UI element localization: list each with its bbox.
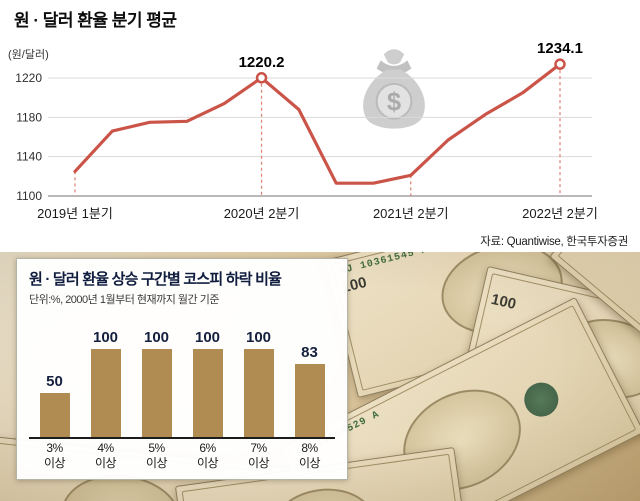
money-bag-icon: $ — [352, 42, 436, 136]
bill-treasury-seal — [518, 376, 564, 423]
bar-chart-subtitle: 단위:%, 2000년 1월부터 현재까지 월간 기준 — [29, 294, 219, 306]
bar-category-label: 6% 이상 — [196, 441, 219, 470]
bar-value-label: 100 — [143, 329, 170, 346]
data-point-value-label: 1234.1 — [537, 40, 583, 57]
x-axis-label: 2019년 1분기 — [37, 206, 113, 221]
y-tick-label: 1220 — [15, 71, 42, 85]
exchange-rate-line-chart: 1100 1140 1180 1220 (원/달러) 2019년 1분기 2020년 2분기… — [8, 40, 598, 221]
bill-serial-number: HJ 10361545 A — [338, 252, 430, 278]
bar-category-label: 3% 이상 — [43, 441, 66, 470]
dollar-sign-icon: $ — [387, 88, 401, 116]
bar-value-label: 100 — [92, 329, 119, 346]
x-axis-label: 2020년 2분기 — [224, 206, 300, 221]
bill-portrait-oval — [265, 482, 381, 501]
data-point-value-label: 1220.2 — [239, 54, 285, 71]
line-chart-title: 원 · 달러 환율 분기 평균 — [14, 11, 177, 30]
bar-category-label: 8% 이상 — [298, 441, 321, 470]
data-point-marker — [255, 72, 268, 84]
y-tick-label: 1100 — [16, 189, 42, 203]
bar-category-label: 7% 이상 — [247, 441, 270, 470]
y-tick-label: 1140 — [16, 150, 42, 164]
x-axis-label: 2022년 2분기 — [522, 206, 598, 221]
bar-category-labels: 3% 이상 4% 이상 5% 이상 6% 이상 7% 이상 8% 이상 — [29, 441, 335, 471]
bar-category-label: 4% 이상 — [94, 441, 117, 470]
bar-column: 83 — [289, 344, 331, 437]
source-credit: 자료: Quantiwise, 한국투자증권 — [480, 236, 628, 248]
bar-column: 100 — [238, 329, 280, 437]
kospi-decline-bars: 50 100 100 100 100 83 — [29, 315, 335, 439]
money-bag-graphic: $ — [363, 49, 425, 129]
bill-denomination: 100 — [0, 458, 1, 478]
bar-column: 100 — [187, 329, 229, 437]
x-axis-label: 2021년 2분기 — [373, 206, 449, 221]
y-tick-label: 1180 — [16, 110, 42, 124]
bar — [90, 349, 121, 437]
bar — [141, 349, 172, 437]
bar-chart-card: 원 · 달러 환율 상승 구간별 코스피 하락 비율 단위:%, 2000년 1… — [16, 258, 348, 480]
bar-column: 100 — [136, 329, 178, 437]
data-point-marker — [554, 58, 566, 70]
bar-category-label: 5% 이상 — [145, 441, 168, 470]
bar — [39, 393, 70, 437]
bar — [294, 363, 325, 437]
exchange-rate-series-line — [73, 62, 562, 185]
bar-chart-title: 원 · 달러 환율 상승 구간별 코스피 하락 비율 — [29, 271, 282, 288]
y-axis-unit-label: (원/달러) — [8, 48, 49, 61]
bar — [243, 349, 274, 437]
bar-value-label: 100 — [194, 329, 221, 346]
dollar-bills-background: HJ 10361545 A 100 100 THE UNITED D 100 H… — [0, 252, 640, 501]
bar-value-label: 100 — [245, 329, 272, 346]
bar-value-label: 50 — [46, 373, 63, 390]
bar — [192, 349, 223, 437]
bar-column: 50 — [34, 373, 76, 437]
bar-column: 100 — [85, 329, 127, 437]
bill-denomination: 100 — [489, 290, 518, 313]
bar-value-label: 83 — [301, 343, 318, 361]
line-chart-panel: 원 · 달러 환율 분기 평균 $ 1100 1140 1180 1220 (원/달러)… — [8, 11, 629, 248]
